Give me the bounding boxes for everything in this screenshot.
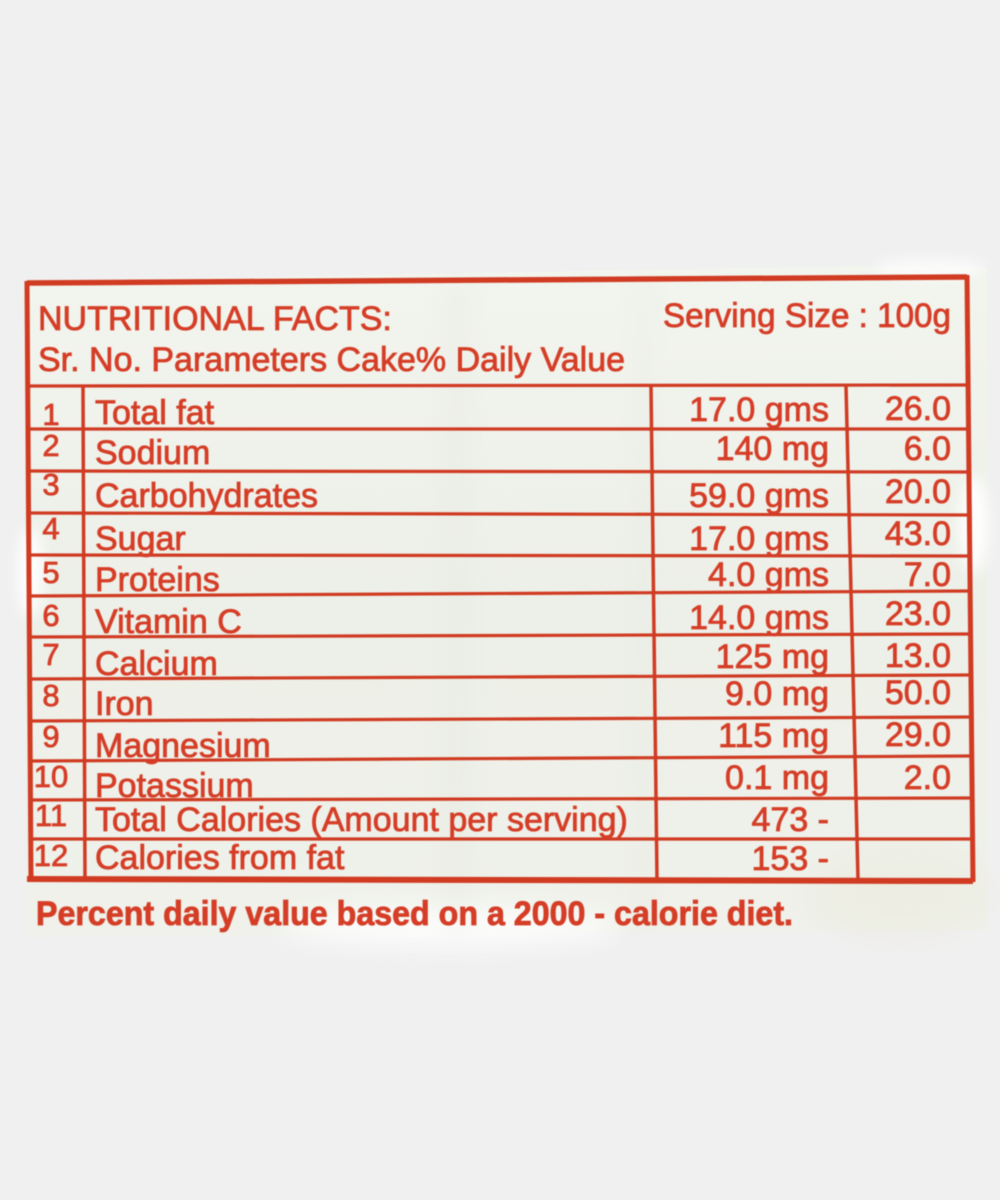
svg-text:Serving Size : 100g: Serving Size : 100g	[663, 297, 951, 335]
svg-text:13.0: 13.0	[885, 637, 951, 675]
svg-text:Sodium: Sodium	[95, 434, 210, 472]
svg-text:5: 5	[42, 555, 59, 590]
svg-text:6: 6	[42, 598, 59, 633]
svg-text:140 mg: 140 mg	[716, 430, 829, 468]
svg-text:473 -: 473 -	[752, 801, 830, 839]
svg-text:29.0: 29.0	[885, 716, 951, 754]
svg-text:17.0 gms: 17.0 gms	[689, 391, 829, 429]
svg-text:1: 1	[42, 397, 59, 432]
svg-text:Potassium: Potassium	[95, 767, 254, 805]
svg-text:26.0: 26.0	[885, 390, 951, 428]
svg-text:7.0: 7.0	[904, 556, 951, 594]
svg-text:Carbohydrates: Carbohydrates	[95, 477, 318, 515]
svg-text:Sugar: Sugar	[95, 520, 186, 558]
svg-text:9.0 mg: 9.0 mg	[725, 675, 829, 713]
svg-text:20.0: 20.0	[885, 473, 951, 511]
svg-text:23.0: 23.0	[885, 595, 951, 633]
svg-text:6.0: 6.0	[904, 430, 951, 468]
svg-text:Total Calories (Amount per ser: Total Calories (Amount per serving)	[95, 801, 628, 839]
svg-text:11: 11	[35, 798, 67, 833]
svg-text:Calcium: Calcium	[95, 645, 218, 683]
svg-text:Total fat: Total fat	[95, 394, 215, 432]
svg-text:9: 9	[42, 719, 59, 754]
svg-text:Vitamin C: Vitamin C	[95, 603, 242, 641]
svg-text:Iron: Iron	[95, 685, 154, 723]
svg-text:3: 3	[42, 467, 59, 502]
svg-text:7: 7	[42, 637, 59, 672]
svg-text:Calories from fat: Calories from fat	[95, 839, 345, 877]
svg-text:43.0: 43.0	[885, 515, 951, 553]
svg-text:Sr. No. Parameters Cake% Daily: Sr. No. Parameters Cake% Daily Value	[38, 341, 625, 379]
svg-text:NUTRITIONAL FACTS:: NUTRITIONAL FACTS:	[38, 300, 392, 338]
svg-text:59.0 gms: 59.0 gms	[689, 477, 829, 515]
svg-text:153 -: 153 -	[752, 840, 830, 878]
svg-text:115 mg: 115 mg	[718, 717, 829, 755]
svg-text:12: 12	[34, 838, 68, 873]
svg-text:17.0 gms: 17.0 gms	[689, 520, 829, 558]
svg-text:Percent daily value based on a: Percent daily value based on a 2000 - ca…	[36, 895, 793, 933]
svg-text:14.0 gms: 14.0 gms	[689, 599, 829, 637]
svg-text:Magnesium: Magnesium	[95, 727, 271, 765]
svg-text:4: 4	[42, 511, 59, 546]
svg-text:8: 8	[42, 678, 59, 713]
svg-text:0.1 mg: 0.1 mg	[725, 759, 829, 797]
svg-text:125 mg: 125 mg	[716, 638, 829, 676]
svg-text:Proteins: Proteins	[95, 561, 220, 599]
svg-text:10: 10	[34, 759, 68, 794]
svg-text:2: 2	[42, 428, 59, 463]
svg-text:2.0: 2.0	[904, 759, 951, 797]
svg-text:50.0: 50.0	[885, 674, 951, 712]
svg-text:4.0 gms: 4.0 gms	[708, 556, 829, 594]
